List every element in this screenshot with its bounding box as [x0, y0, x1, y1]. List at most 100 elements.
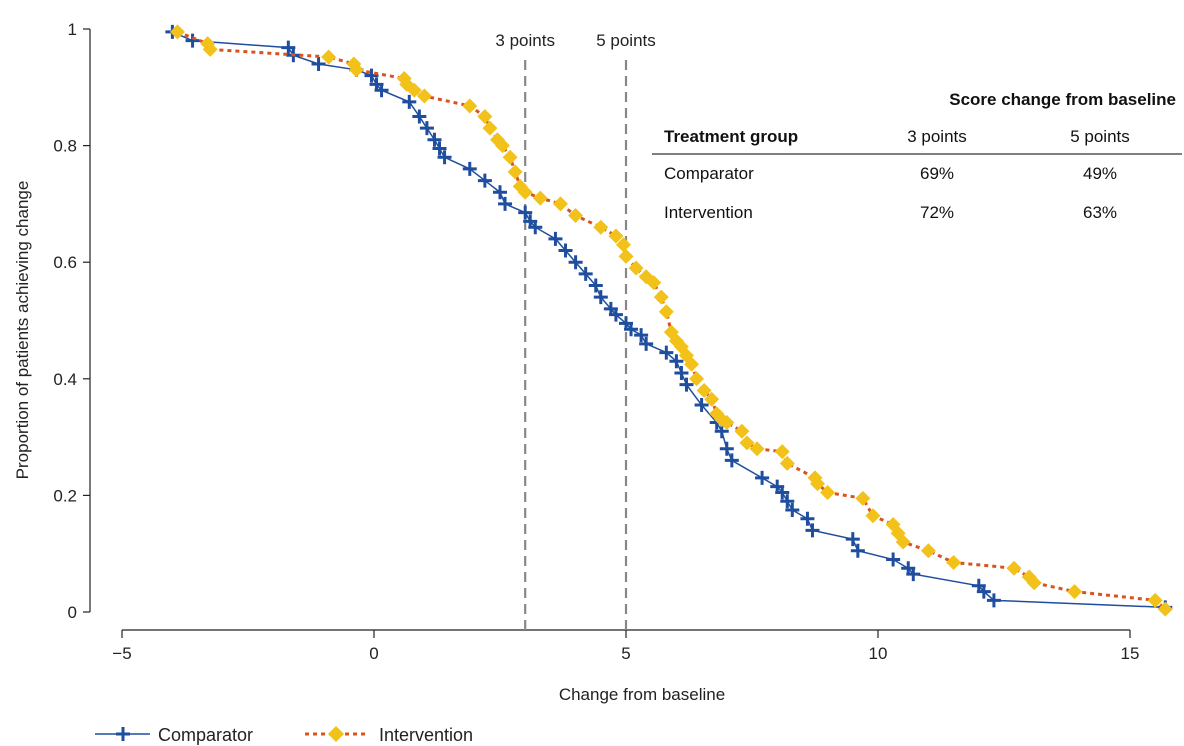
data-point-comparator [886, 552, 901, 567]
data-point-intervention [482, 120, 498, 136]
data-point-intervention [406, 82, 422, 98]
data-point-intervention [568, 208, 584, 224]
y-tick-label: 0 [68, 603, 77, 622]
table-row-intervention-label: Intervention [664, 203, 753, 222]
data-point-intervention [608, 228, 624, 244]
legend: Comparator Intervention [95, 725, 473, 745]
data-point-comparator [498, 196, 513, 211]
data-point-comparator [639, 336, 654, 351]
data-point-comparator [528, 220, 543, 235]
data-point-comparator [185, 33, 200, 48]
data-point-comparator [518, 205, 533, 220]
data-point-comparator [669, 354, 684, 369]
data-point-intervention [646, 275, 662, 291]
data-point-intervention [202, 41, 218, 57]
series-layer [165, 24, 1173, 617]
data-point-comparator [845, 532, 860, 547]
data-point-intervention [689, 371, 705, 387]
data-point-comparator [548, 231, 563, 246]
data-point-intervention [895, 534, 911, 550]
legend-comparator-label: Comparator [158, 725, 253, 745]
data-point-intervention [946, 554, 962, 570]
data-point-comparator [719, 441, 734, 456]
data-point-comparator [659, 345, 674, 360]
data-point-intervention [618, 248, 634, 264]
data-point-intervention [1006, 560, 1022, 576]
data-point-comparator [578, 266, 593, 281]
x-tick-label: −5 [112, 644, 131, 663]
axes: −5 0 5 10 15 0 0.2 0.4 0.6 0.8 1 [53, 20, 1139, 663]
table-row-intervention-3pt: 72% [920, 203, 954, 222]
data-point-intervention [684, 356, 700, 372]
data-point-intervention [532, 190, 548, 206]
x-tick-label: 0 [369, 644, 378, 663]
y-tick-label: 1 [68, 20, 77, 39]
data-point-intervention [321, 49, 337, 65]
data-point-comparator [588, 278, 603, 293]
summary-table: Score change from baseline Treatment gro… [652, 90, 1182, 222]
table-group-header: Score change from baseline [949, 90, 1176, 109]
data-point-comparator [432, 141, 447, 156]
data-point-intervention [653, 289, 669, 305]
data-point-intervention [552, 196, 568, 212]
data-point-comparator [412, 109, 427, 124]
reference-line-label: 3 points [495, 31, 555, 50]
data-point-comparator [558, 243, 573, 258]
y-tick-label: 0.8 [53, 137, 77, 156]
data-point-intervention [734, 423, 750, 439]
data-point-intervention [416, 88, 432, 104]
data-point-intervention [1157, 601, 1173, 617]
data-point-intervention [495, 138, 511, 154]
reference-line-label: 5 points [596, 31, 656, 50]
table-col-5-points: 5 points [1070, 127, 1130, 146]
data-point-comparator [775, 485, 790, 500]
data-point-intervention [739, 435, 755, 451]
y-axis-title: Proportion of patients achieving change [13, 181, 32, 480]
legend-intervention-label: Intervention [379, 725, 473, 745]
data-point-intervention [920, 543, 936, 559]
data-point-comparator [437, 150, 452, 165]
data-point-comparator [780, 494, 795, 509]
data-point-comparator [374, 83, 389, 98]
data-point-intervention [658, 304, 674, 320]
data-point-comparator [785, 502, 800, 517]
data-point-intervention [477, 108, 493, 124]
data-point-intervention [346, 56, 362, 72]
table-row-comparator-label: Comparator [664, 164, 754, 183]
series-intervention [169, 24, 1173, 617]
reference-lines: 3 points 5 points [495, 31, 656, 630]
data-point-comparator [462, 161, 477, 176]
data-point-comparator [364, 68, 379, 83]
data-point-intervention [615, 237, 631, 253]
data-point-comparator [427, 132, 442, 147]
data-point-comparator [976, 584, 991, 599]
data-point-comparator [674, 365, 689, 380]
data-point-intervention [696, 382, 712, 398]
table-row-comparator-5pt: 49% [1083, 164, 1117, 183]
y-tick-label: 0.2 [53, 486, 77, 505]
data-point-intervention [704, 391, 720, 407]
data-point-intervention [810, 476, 826, 492]
data-point-comparator [634, 328, 649, 343]
data-point-comparator [805, 523, 820, 538]
data-point-intervention [865, 508, 881, 524]
data-point-comparator [281, 40, 296, 55]
data-point-comparator [800, 511, 815, 526]
data-point-intervention [593, 219, 609, 235]
data-point-comparator [624, 322, 639, 337]
data-point-comparator [477, 173, 492, 188]
data-point-intervention [348, 62, 364, 78]
data-point-comparator [608, 307, 623, 322]
data-point-intervention [1147, 592, 1163, 608]
table-row-intervention-5pt: 63% [1083, 203, 1117, 222]
x-tick-label: 15 [1121, 644, 1140, 663]
table-col-3-points: 3 points [907, 127, 967, 146]
data-point-intervention [774, 444, 790, 460]
series-comparator [165, 24, 1173, 615]
data-point-comparator [419, 121, 434, 136]
data-point-intervention [517, 184, 533, 200]
data-point-comparator [755, 470, 770, 485]
data-point-intervention [1026, 575, 1042, 591]
x-tick-label: 10 [869, 644, 888, 663]
